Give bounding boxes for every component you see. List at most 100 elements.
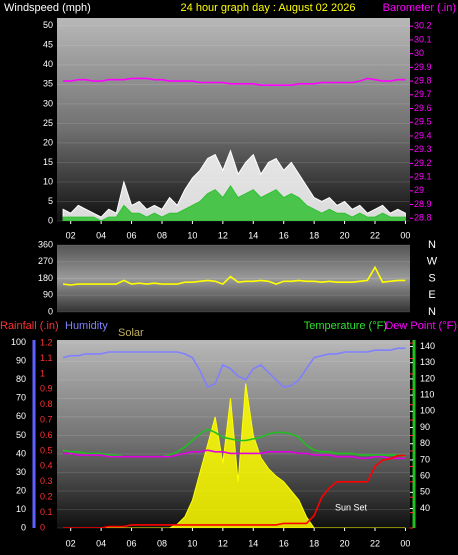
- y-tick-label: 20: [16, 485, 26, 495]
- solar-title: Solar: [118, 327, 144, 339]
- series-line: [62, 428, 406, 458]
- y2-tick-label: 120: [420, 373, 435, 383]
- series-line: [63, 77, 406, 86]
- series-line: [63, 265, 406, 286]
- y-tick-label: 15: [43, 157, 53, 167]
- y-tick-label: 25: [43, 118, 53, 128]
- x-tick-label: 06: [127, 538, 137, 548]
- x-tick-label: 20: [340, 538, 350, 548]
- x-tick-label: 02: [66, 230, 76, 240]
- y2-tick-label: 40: [420, 503, 430, 513]
- chart-title: 24 hour graph day : August 02 2026: [181, 2, 356, 14]
- x-tick-label: 08: [157, 230, 167, 240]
- temperature-axis-title: Temperature (°F): [304, 320, 387, 332]
- y3-tick-label: 0.1: [40, 507, 53, 517]
- y-tick-label: 40: [16, 448, 26, 458]
- y2-tick-label: 30: [414, 48, 424, 58]
- x-tick-label: 00: [400, 230, 410, 240]
- y-tick-label: 50: [16, 430, 26, 440]
- y3-tick-label: 0: [40, 522, 45, 532]
- y-tick-label: 90: [16, 356, 26, 366]
- y-tick-label: 20: [43, 137, 53, 147]
- y2-tick-label: 29.8: [414, 75, 432, 85]
- x-tick-label: 14: [248, 538, 258, 548]
- y3-tick-label: 1: [40, 368, 45, 378]
- plot-series: [62, 77, 406, 221]
- y-tick-label: 100: [11, 337, 26, 347]
- y3-tick-label: 0.4: [40, 461, 53, 471]
- series-line: [62, 347, 406, 389]
- x-tick-label: 02: [66, 538, 76, 548]
- y-tick-label: 360: [38, 239, 53, 249]
- series-line: [63, 449, 406, 460]
- plot-series: [62, 347, 406, 528]
- y2-tick-label: 29.7: [414, 89, 432, 99]
- series-line: [63, 454, 406, 528]
- y3-tick-label: 0.9: [40, 384, 53, 394]
- y-tick-label: 30: [16, 467, 26, 477]
- x-tick-label: 14: [248, 230, 258, 240]
- x-tick-label: 00: [400, 538, 410, 548]
- y2-tick-label: 110: [420, 389, 434, 399]
- series-area: [63, 383, 406, 528]
- y-tick-label: 270: [38, 256, 53, 266]
- y-tick-label: 10: [16, 504, 26, 514]
- y-tick-label: 80: [16, 374, 26, 384]
- x-tick-label: 18: [309, 230, 319, 240]
- x-tick-label: 18: [309, 538, 319, 548]
- barometer-axis-title: Barometer (.in): [383, 2, 456, 14]
- y-tick-label: 50: [43, 20, 53, 30]
- x-tick-label: 06: [127, 230, 137, 240]
- compass-label: E: [428, 289, 435, 301]
- y-tick-label: 35: [43, 79, 53, 89]
- x-tick-label: 22: [370, 538, 380, 548]
- x-tick-label: 12: [218, 230, 228, 240]
- y3-tick-label: 1.1: [40, 353, 53, 363]
- y-tick-label: 70: [16, 393, 26, 403]
- y2-tick-label: 29.1: [414, 171, 432, 181]
- y-tick-label: 90: [43, 290, 53, 300]
- y2-tick-label: 29.5: [414, 117, 432, 127]
- y2-tick-label: 28.9: [414, 199, 432, 209]
- dewpoint-axis-title: Dew Point (°F): [385, 320, 457, 332]
- y3-tick-label: 0.8: [40, 399, 53, 409]
- x-tick-label: 04: [96, 230, 106, 240]
- y-tick-label: 0: [48, 215, 53, 225]
- annotation: Sun Set: [335, 502, 368, 512]
- humidity-axis-title: Humidity: [65, 320, 108, 332]
- wind-axis-title: Windspeed (mph): [4, 2, 91, 14]
- y2-tick-label: 50: [420, 487, 430, 497]
- y3-tick-label: 0.6: [40, 430, 53, 440]
- y-tick-label: 0: [21, 522, 26, 532]
- y2-tick-label: 29.9: [414, 62, 432, 72]
- y-tick-label: 180: [38, 273, 53, 283]
- plot-series: [63, 265, 406, 286]
- x-tick-label: 04: [96, 538, 106, 548]
- y3-tick-label: 0.5: [40, 445, 53, 455]
- x-tick-label: 16: [279, 230, 289, 240]
- x-tick-label: 12: [218, 538, 228, 548]
- y2-tick-label: 70: [420, 454, 430, 464]
- x-tick-label: 08: [157, 538, 167, 548]
- series-area: [62, 184, 406, 221]
- y-tick-label: 60: [16, 411, 26, 421]
- y2-tick-label: 28.8: [414, 213, 432, 223]
- compass-label: N: [428, 239, 436, 251]
- y2-tick-label: 29.4: [414, 130, 432, 140]
- series-area: [62, 149, 406, 221]
- y2-tick-label: 30.1: [414, 34, 432, 44]
- y2-tick-label: 29.6: [414, 103, 432, 113]
- y2-tick-label: 140: [420, 341, 435, 351]
- y2-tick-label: 30.2: [414, 21, 432, 31]
- y2-tick-label: 29.3: [414, 144, 432, 154]
- y-tick-label: 5: [48, 196, 53, 206]
- y2-tick-label: 29: [414, 185, 424, 195]
- y2-tick-label: 80: [420, 438, 430, 448]
- x-tick-label: 16: [279, 538, 289, 548]
- x-tick-label: 20: [340, 230, 350, 240]
- compass-label: S: [428, 272, 435, 284]
- y3-tick-label: 0.2: [40, 492, 53, 502]
- rain-axis-title: Rainfall (.in): [0, 320, 59, 332]
- y2-tick-label: 60: [420, 471, 430, 481]
